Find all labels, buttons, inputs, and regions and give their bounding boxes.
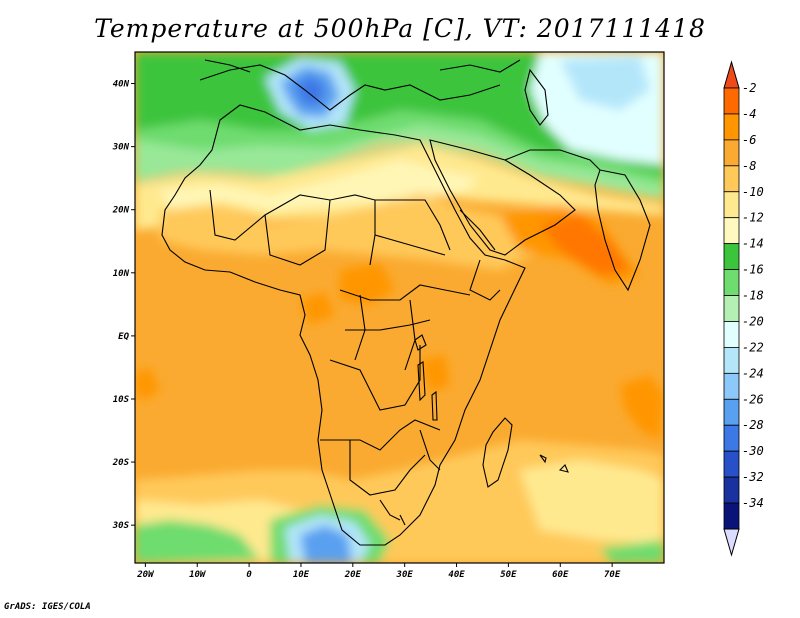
grads-credit: GrADS: IGES/COLA xyxy=(4,602,91,612)
lon-tick-label: 10W xyxy=(189,570,207,580)
lon-tick-label: 20E xyxy=(344,570,362,580)
colorbar-swatch xyxy=(723,165,740,193)
lat-tick-label: 30N xyxy=(112,143,130,153)
lon-tick-label: 70E xyxy=(604,570,621,580)
colorbar-label: -6 xyxy=(742,133,756,147)
colorbar-label: -14 xyxy=(742,237,764,251)
colorbar-swatch xyxy=(723,424,740,452)
lat-tick-label: 10S xyxy=(113,395,130,405)
lat-tick-label: 40N xyxy=(113,80,130,90)
colorbar-swatch xyxy=(723,217,740,245)
colorbar-swatch xyxy=(723,87,740,115)
colorbar-label: -32 xyxy=(742,470,764,484)
chart-title: Temperature at 500hPa [C], VT: 201711141… xyxy=(94,14,706,43)
colorbar-swatch xyxy=(723,450,740,478)
lat-tick-label: 30S xyxy=(112,521,130,531)
lon-tick-label: 60E xyxy=(552,570,569,580)
lon-tick-label: 50E xyxy=(500,570,517,580)
colorbar-label: -24 xyxy=(742,366,764,380)
colorbar-label: -34 xyxy=(742,496,764,510)
colorbar-swatch xyxy=(723,139,740,167)
colorbar-label: -10 xyxy=(742,185,764,199)
colorbar-label: -8 xyxy=(742,159,756,173)
colorbar-top-triangle xyxy=(723,60,740,89)
colorbar-label: -18 xyxy=(742,289,764,303)
colorbar-label: -28 xyxy=(742,418,764,432)
lat-tick-label: 20S xyxy=(112,458,130,468)
lon-tick-label: 0 xyxy=(246,570,252,580)
colorbar-label: -26 xyxy=(742,392,764,406)
colorbar-swatch xyxy=(723,502,740,530)
lon-tick-label: 20W xyxy=(136,570,155,580)
colorbar-swatch xyxy=(723,269,740,296)
lon-tick-label: 40E xyxy=(448,570,465,580)
colorbar-swatch xyxy=(723,398,740,426)
colorbar-label: -20 xyxy=(742,314,764,328)
colorbar-swatch xyxy=(723,476,740,504)
latitude-axis: 40N 30N 20N 10N EQ 10S 20S 30S xyxy=(112,80,135,531)
colorbar-swatch xyxy=(723,372,740,400)
colorbar-swatch xyxy=(723,113,740,141)
colorbar-label: -16 xyxy=(742,263,764,277)
temperature-field xyxy=(135,52,664,563)
lat-tick-label: 20N xyxy=(112,206,130,216)
colorbar-label: -22 xyxy=(742,340,764,354)
map-frame xyxy=(134,51,665,564)
lon-tick-label: 30E xyxy=(396,570,414,580)
colorbar-swatch xyxy=(723,191,740,219)
lat-tick-label: EQ xyxy=(118,332,129,342)
colorbar-swatch xyxy=(723,295,740,322)
longitude-axis: 20W 10W 0 10E 20E 30E 40E 50E 60E 70E xyxy=(136,563,621,580)
colorbar-swatch xyxy=(723,321,740,348)
colorbar-label: -12 xyxy=(742,211,764,225)
lat-tick-label: 10N xyxy=(113,269,130,279)
colorbar-label: -2 xyxy=(742,81,756,95)
colorbar: -2 -4 -6 -8 -10 -12 -14 -16 -18 -20 -22 -24 -26 -28 -3… xyxy=(723,60,764,557)
colorbar-swatch xyxy=(723,347,740,374)
colorbar-label: -30 xyxy=(742,444,764,458)
colorbar-label: -4 xyxy=(742,107,756,121)
coastlines xyxy=(161,59,651,546)
colorbar-swatch xyxy=(723,243,740,270)
colorbar-bottom-triangle xyxy=(723,528,740,557)
lon-tick-label: 10E xyxy=(293,570,310,580)
